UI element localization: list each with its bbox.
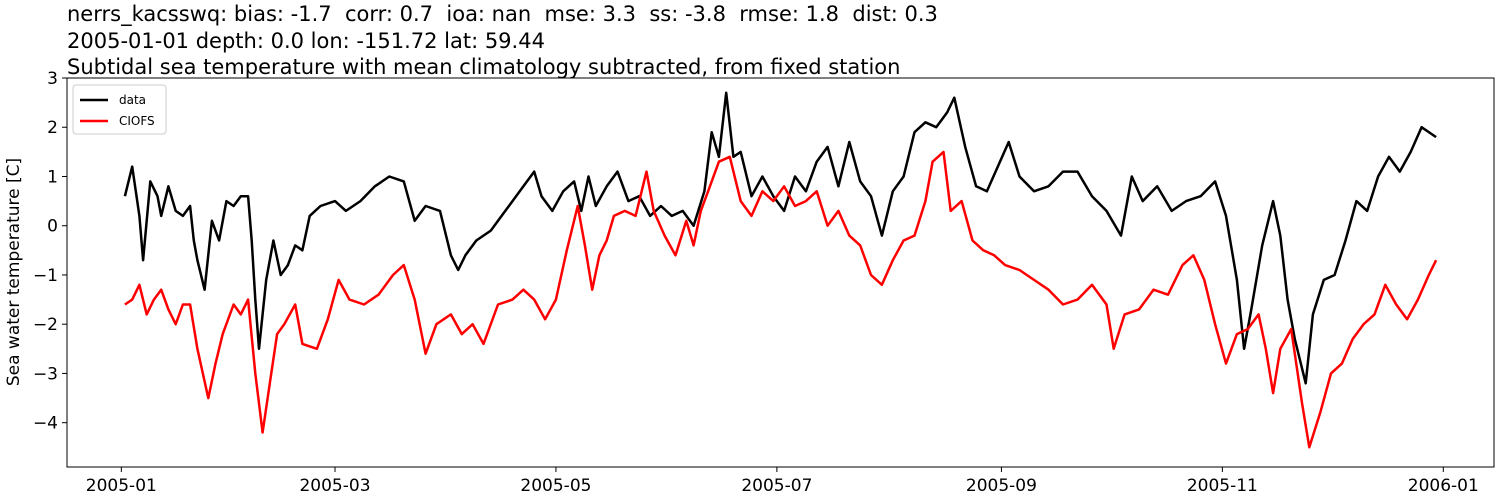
plot-area-frame — [66, 77, 1495, 468]
x-axis: 2005-01 2005-03 2005-05 2005-07 2005-09 2005-… — [86, 467, 1479, 496]
y-tick-label: −1 — [33, 266, 58, 286]
legend-label-ciofs: CIOFS — [119, 114, 155, 128]
y-axis-label: Sea water temperature [C] — [4, 158, 24, 386]
x-tick-label: 2005-07 — [741, 476, 812, 496]
series-line-ciofs — [124, 150, 1438, 449]
y-tick-label: 2 — [47, 118, 58, 138]
x-tick-label: 2005-11 — [1187, 476, 1258, 496]
chart-title-description: Subtidal sea temperature with mean clima… — [67, 55, 901, 79]
x-tick-label: 2006-01 — [1408, 476, 1479, 496]
chart-title-location: 2005-01-01 depth: 0.0 lon: -151.72 lat: … — [67, 29, 545, 53]
x-tick-label: 2005-01 — [86, 476, 157, 496]
y-tick-label: −4 — [33, 414, 58, 434]
y-tick-label: 3 — [47, 69, 58, 89]
legend-label-data: data — [119, 93, 146, 107]
y-tick-label: 1 — [47, 167, 58, 187]
y-tick-label: −3 — [33, 364, 58, 384]
chart-title-stats: nerrs_kacsswq: bias: -1.7 corr: 0.7 ioa:… — [67, 2, 938, 26]
y-tick-label: 0 — [47, 217, 58, 237]
x-tick-label: 2005-05 — [520, 476, 591, 496]
y-axis: 3 2 1 0 −1 −2 −3 −4 — [33, 69, 67, 434]
y-tick-label: −2 — [33, 315, 58, 335]
series-line-data — [123, 91, 1437, 385]
x-tick-label: 2005-09 — [966, 476, 1037, 496]
x-tick-label: 2005-03 — [299, 476, 370, 496]
series-layer — [123, 91, 1438, 449]
legend: data CIOFS — [72, 84, 167, 135]
